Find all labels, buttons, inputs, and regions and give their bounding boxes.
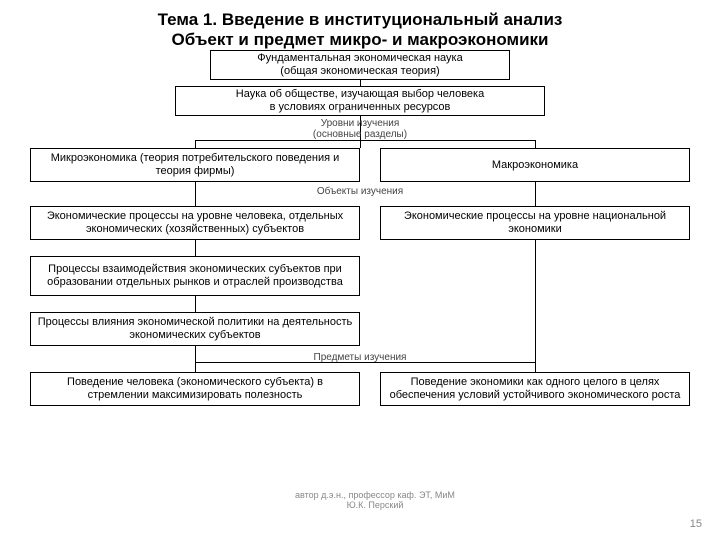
author-line: автор д.э.н., профессор каф. ЭТ, МиМ [295, 490, 455, 500]
label-levels: Уровни изучения (основные разделы) [0, 118, 720, 140]
connector-line [195, 140, 535, 141]
box-text: Наука об обществе, изучающая выбор челов… [236, 88, 484, 100]
footer-author: автор д.э.н., профессор каф. ЭТ, МиМ Ю.К… [250, 490, 500, 510]
label-text: Уровни изучения [321, 118, 400, 129]
connector-line [195, 240, 196, 256]
box-text: Макроэкономика [492, 159, 578, 172]
box-micro-object-1: Экономические процессы на уровне человек… [30, 206, 360, 240]
connector-line [195, 140, 196, 148]
box-society-science: Наука об обществе, изучающая выбор челов… [175, 86, 545, 116]
page-number: 15 [690, 518, 702, 530]
slide-title: Тема 1. Введение в институциональный ана… [40, 10, 680, 30]
box-text: Поведение человека (экономического субъе… [37, 376, 353, 401]
box-macro-object: Экономические процессы на уровне национа… [380, 206, 690, 240]
label-text: Объекты изучения [317, 186, 403, 197]
box-micro-object-2: Процессы взаимодействия экономических су… [30, 256, 360, 296]
connector-line [195, 296, 196, 312]
label-objects: Объекты изучения [0, 186, 720, 197]
slide-heading: Тема 1. Введение в институциональный ана… [0, 0, 720, 51]
box-text: Экономические процессы на уровне национа… [387, 210, 683, 235]
label-text: Предметы изучения [314, 352, 407, 363]
box-text: в условиях ограниченных ресурсов [270, 101, 451, 113]
box-fundamental-science: Фундаментальная экономическая наука (общ… [210, 50, 510, 80]
label-subjects: Предметы изучения [0, 352, 720, 363]
box-text: (общая экономическая теория) [280, 65, 439, 77]
author-line: Ю.К. Перский [347, 500, 404, 510]
connector-line [535, 140, 536, 148]
label-text: (основные разделы) [313, 129, 407, 140]
box-micro-object-3: Процессы влияния экономической политики … [30, 312, 360, 346]
box-macroeconomics: Макроэкономика [380, 148, 690, 182]
box-text: Фундаментальная экономическая наука [257, 52, 462, 64]
box-text: Процессы влияния экономической политики … [37, 316, 353, 341]
box-micro-subject: Поведение человека (экономического субъе… [30, 372, 360, 406]
box-microeconomics: Микроэкономика (теория потребительского … [30, 148, 360, 182]
box-macro-subject: Поведение экономики как одного целого в … [380, 372, 690, 406]
box-text: Процессы взаимодействия экономических су… [37, 263, 353, 288]
box-text: Поведение экономики как одного целого в … [387, 376, 683, 401]
slide-subtitle: Объект и предмет микро- и макроэкономики [40, 30, 680, 50]
box-text: Микроэкономика (теория потребительского … [37, 152, 353, 177]
box-text: Экономические процессы на уровне человек… [37, 210, 353, 235]
